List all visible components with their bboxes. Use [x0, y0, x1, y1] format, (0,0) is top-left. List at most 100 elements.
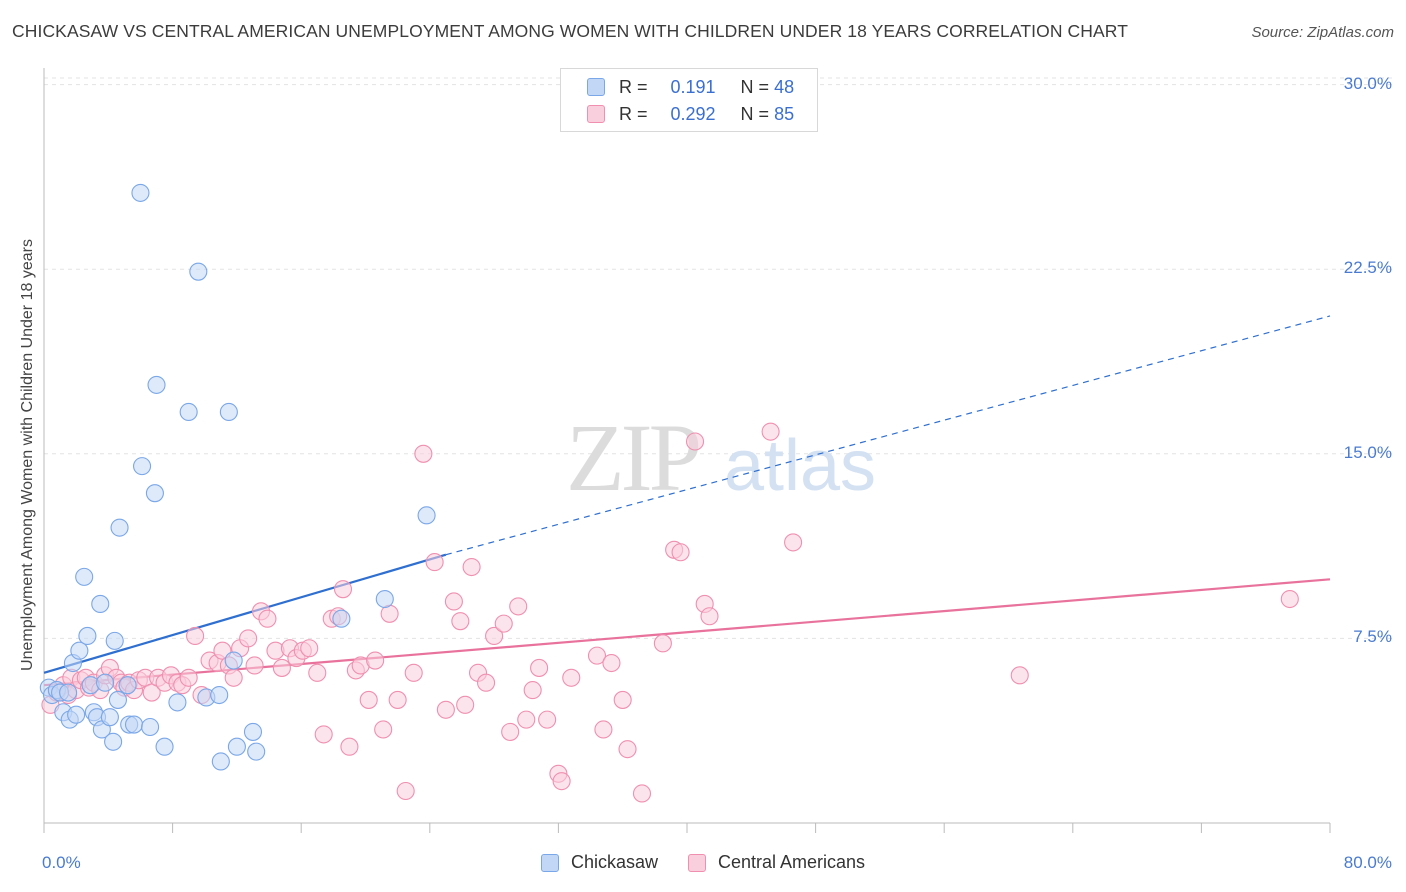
legend-row-chickasaw: R = 0.191 N = 48 — [587, 76, 794, 98]
chart-title: CHICKASAW VS CENTRAL AMERICAN UNEMPLOYME… — [12, 21, 1128, 41]
chickasaw-point — [189, 262, 208, 281]
chickasaw-point — [147, 375, 166, 394]
central-americans-point — [494, 614, 513, 633]
central-americans-point — [509, 597, 528, 616]
central-americans-point — [374, 720, 393, 739]
chickasaw-point — [118, 676, 137, 695]
chickasaw-point — [247, 742, 266, 761]
legend-swatch-chickasaw — [587, 78, 605, 96]
trend-line-extension — [445, 315, 1331, 556]
chickasaw-point — [70, 641, 89, 660]
y-tick-label: 22.5% — [1343, 258, 1392, 278]
central-americans-point — [613, 690, 632, 709]
central-americans-point — [523, 681, 542, 700]
chickasaw-point — [332, 609, 351, 628]
trend-line-chickasaw — [43, 553, 447, 674]
watermark: ZIP atlas — [566, 404, 876, 511]
central-americans-point — [530, 658, 549, 677]
series-label-chickasaw: Chickasaw — [570, 852, 658, 872]
central-americans-point — [333, 580, 353, 599]
chickasaw-point — [211, 752, 230, 771]
chickasaw-point — [210, 685, 229, 705]
legend-r-value: 0.191 — [670, 76, 716, 97]
chickasaw-point — [417, 506, 436, 525]
central-americans-point — [552, 772, 571, 791]
y-tick-label: 7.5% — [1353, 627, 1392, 647]
chickasaw-point — [227, 737, 246, 756]
x-tick-label-max: 80.0% — [1343, 853, 1392, 872]
chickasaw-point — [219, 402, 238, 422]
chickasaw-point — [145, 484, 164, 503]
chickasaw-point — [78, 626, 97, 645]
central-americans-point — [501, 722, 520, 741]
central-americans-point — [632, 784, 652, 803]
central-americans-point — [425, 553, 444, 572]
legend-r-label: R = — [619, 76, 648, 97]
chickasaw-point — [243, 722, 263, 741]
series-legend-chickasaw: Chickasaw — [540, 852, 658, 873]
chickasaw-point — [110, 518, 129, 537]
legend-r-value: 0.292 — [670, 103, 716, 124]
legend-swatch-central-americans — [587, 105, 605, 123]
central-americans-point — [340, 737, 359, 756]
central-americans-point — [245, 656, 264, 675]
central-americans-point — [538, 710, 557, 729]
central-americans-point — [1280, 589, 1299, 609]
central-americans-point — [594, 720, 613, 739]
correlation-legend: R = 0.191 N = 48 R = 0.292 N = 85 — [560, 68, 818, 132]
chickasaw-point — [100, 708, 119, 727]
data-points — [39, 183, 1299, 803]
series-swatch-central-americans — [687, 853, 706, 872]
chickasaw-point — [67, 705, 86, 724]
series-legend-central-americans: Central Americans — [687, 852, 866, 873]
chickasaw-point — [168, 693, 187, 712]
central-americans-point — [485, 626, 504, 645]
central-americans-point — [1010, 666, 1029, 685]
central-americans-point — [300, 639, 319, 658]
central-americans-point — [272, 658, 291, 677]
chickasaw-point — [108, 690, 127, 709]
chickasaw-point — [141, 717, 160, 737]
central-americans-point — [562, 668, 581, 687]
central-americans-point — [456, 695, 475, 714]
central-americans-point — [359, 690, 378, 709]
legend-n-value: 85 — [774, 103, 795, 124]
source-label: Source: ZipAtlas.com — [1251, 24, 1394, 41]
central-americans-point — [477, 673, 496, 692]
legend-row-central-americans: R = 0.292 N = 85 — [587, 103, 794, 125]
chickasaw-point — [224, 651, 243, 670]
central-americans-point — [258, 609, 277, 628]
central-americans-point — [404, 663, 423, 682]
central-americans-point — [388, 690, 407, 709]
chickasaw-point — [104, 732, 123, 751]
series-label-central-americans: Central Americans — [717, 852, 866, 872]
chickasaw-point — [96, 673, 115, 692]
watermark-zip: ZIP — [566, 404, 699, 511]
central-americans-point — [179, 668, 198, 687]
central-americans-point — [517, 710, 536, 729]
chickasaw-point — [131, 183, 150, 202]
central-americans-point — [784, 533, 803, 552]
y-tick-label: 30.0% — [1343, 73, 1392, 93]
central-americans-point — [436, 700, 455, 719]
central-americans-point — [396, 781, 415, 801]
central-americans-point — [602, 653, 621, 673]
central-americans-point — [685, 432, 705, 451]
chickasaw-point — [75, 567, 94, 586]
central-americans-point — [671, 543, 690, 562]
chickasaw-point — [179, 402, 198, 422]
central-americans-point — [314, 725, 333, 744]
watermark-atlas: atlas — [724, 426, 876, 506]
central-americans-point — [451, 612, 470, 631]
chickasaw-point — [133, 457, 152, 476]
central-americans-point — [700, 607, 719, 626]
central-americans-point — [653, 634, 672, 653]
chickasaw-point — [155, 737, 174, 756]
central-americans-point — [186, 626, 205, 645]
gridlines — [44, 77, 1392, 639]
chickasaw-point — [105, 631, 124, 650]
series-swatch-chickasaw — [540, 853, 559, 872]
legend-n-label: N = — [740, 103, 770, 124]
central-americans-point — [462, 557, 481, 577]
